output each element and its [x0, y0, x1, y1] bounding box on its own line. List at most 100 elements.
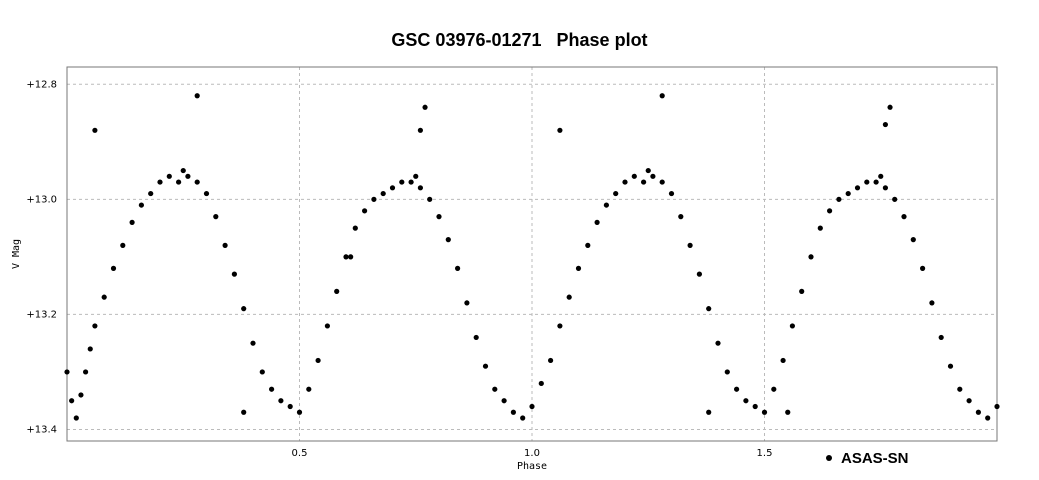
data-point: [557, 323, 563, 329]
data-point: [73, 415, 79, 421]
data-point: [743, 398, 749, 404]
data-point: [69, 398, 75, 404]
data-point: [185, 173, 191, 179]
data-point: [352, 225, 358, 231]
data-point: [287, 403, 293, 410]
data-point: [417, 127, 423, 133]
data-point: [706, 306, 712, 312]
data-point: [892, 196, 898, 202]
data-point: [78, 392, 84, 398]
data-point: [101, 294, 107, 300]
data-point: [817, 225, 823, 231]
data-point: [985, 415, 991, 421]
data-point: [315, 357, 321, 364]
x-axis-label: Phase: [517, 461, 547, 472]
data-point: [241, 409, 247, 415]
data-point: [455, 265, 461, 271]
data-point: [650, 173, 656, 179]
data-point: [501, 398, 507, 404]
data-point: [966, 398, 972, 404]
data-point: [222, 242, 228, 248]
data-point: [873, 179, 879, 185]
data-point: [761, 409, 768, 415]
data-point: [715, 340, 721, 346]
data-point: [887, 104, 893, 110]
x-tick-label: 1.5: [757, 448, 773, 459]
data-point: [659, 93, 665, 99]
data-point: [734, 386, 740, 392]
legend: ASAS-SN: [826, 450, 909, 467]
data-point: [92, 323, 98, 329]
data-point: [371, 196, 377, 202]
data-point: [659, 179, 665, 185]
data-point: [975, 409, 982, 415]
data-point: [938, 334, 944, 341]
data-point: [176, 179, 182, 185]
data-point: [575, 265, 582, 271]
data-point: [920, 265, 926, 271]
y-tick-labels: +12.8 +13.0 +13.2 +13.4: [26, 79, 57, 435]
data-points: [64, 93, 1000, 421]
data-point: [306, 386, 312, 392]
data-point: [631, 173, 637, 179]
data-point: [529, 403, 535, 410]
data-point: [348, 254, 354, 260]
data-point: [464, 300, 470, 306]
data-point: [752, 403, 758, 410]
data-point: [194, 93, 200, 99]
data-point: [696, 271, 703, 277]
data-point: [296, 409, 303, 415]
y-axis-label: V Mag: [11, 239, 22, 269]
data-point: [399, 179, 405, 185]
data-point: [87, 346, 93, 352]
grid-lines: [67, 67, 997, 441]
data-point: [603, 202, 610, 208]
data-point: [585, 242, 591, 248]
data-point: [678, 214, 684, 220]
data-point: [799, 288, 805, 294]
y-tick-label: +13.4: [26, 424, 57, 435]
data-point: [380, 190, 386, 197]
data-point: [129, 219, 135, 225]
data-point: [427, 196, 433, 202]
data-point: [947, 363, 954, 369]
y-tick-label: +12.8: [26, 79, 57, 90]
data-point: [785, 409, 791, 415]
chart-title: GSC 03976-01271 Phase plot: [391, 30, 648, 50]
data-point: [417, 185, 423, 191]
data-point: [641, 179, 647, 185]
data-point: [83, 369, 89, 375]
data-point: [594, 219, 600, 225]
data-point: [408, 179, 414, 185]
x-tick-label: 1.0: [524, 448, 540, 459]
data-point: [780, 357, 786, 364]
data-point: [566, 294, 572, 300]
data-point: [362, 208, 368, 214]
data-point: [389, 185, 396, 191]
data-point: [878, 173, 884, 179]
data-point: [422, 104, 428, 110]
data-point: [231, 271, 237, 277]
data-point: [138, 202, 144, 208]
data-point: [789, 323, 796, 329]
data-point: [957, 386, 963, 392]
data-point: [148, 190, 154, 197]
data-point: [882, 121, 889, 128]
data-point: [241, 306, 247, 312]
data-point: [64, 369, 70, 375]
plot-frame: [66, 66, 998, 442]
data-point: [120, 242, 126, 248]
data-point: [882, 185, 889, 191]
data-point: [706, 409, 712, 415]
data-point: [613, 190, 619, 197]
data-point: [557, 127, 563, 133]
data-point: [808, 254, 814, 260]
x-tick-label: 0.5: [292, 448, 308, 459]
data-point: [538, 380, 544, 387]
data-point: [343, 254, 349, 260]
data-point: [436, 214, 442, 220]
data-point: [278, 398, 284, 404]
data-point: [668, 190, 675, 197]
data-point: [645, 167, 651, 174]
